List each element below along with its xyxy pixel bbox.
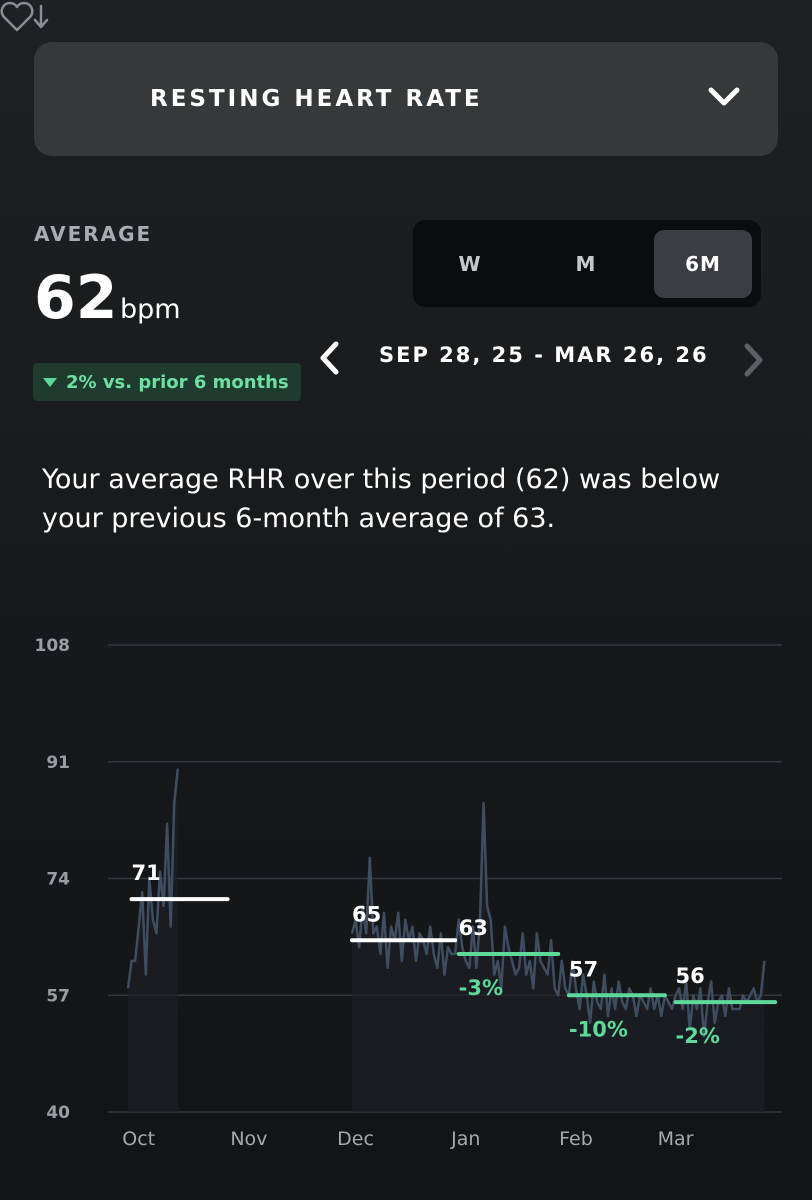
insight-text: Your average RHR over this period (62) w… — [42, 464, 721, 534]
change-badge: 2% vs. prior 6 months — [33, 363, 301, 401]
average-value: 62 — [34, 263, 118, 333]
average-label: AVERAGE — [34, 222, 153, 246]
chevron-left-icon[interactable] — [316, 340, 344, 376]
range-6month-button[interactable]: 6M — [654, 230, 752, 298]
monthly-average-label: 63 — [459, 916, 488, 940]
y-tick-label: 74 — [46, 870, 70, 890]
x-tick-label: Jan — [450, 1128, 480, 1150]
monthly-average-label: 56 — [676, 964, 705, 988]
x-tick-label: Mar — [658, 1128, 694, 1150]
x-tick-label: Nov — [230, 1128, 267, 1150]
change-text: 2% vs. prior 6 months — [66, 371, 289, 393]
x-tick-label: Dec — [337, 1128, 374, 1150]
date-range-label: SEP 28, 25 - MAR 26, 26 — [379, 343, 709, 367]
series-line — [126, 768, 180, 989]
y-tick-label: 57 — [46, 986, 70, 1006]
metric-title: RESTING HEART RATE — [150, 86, 483, 112]
series-area — [352, 803, 765, 1112]
range-month-button[interactable]: M — [575, 252, 597, 276]
range-toggle: W M 6M — [413, 220, 761, 307]
heart-down-icon — [0, 1, 49, 32]
average-unit: bpm — [120, 294, 181, 325]
metric-dropdown[interactable] — [34, 42, 778, 156]
monthly-average-label: 57 — [569, 957, 598, 981]
y-tick-label: 108 — [35, 636, 71, 656]
monthly-change-label: -3% — [459, 976, 503, 1000]
rhr-chart: 108 91 74 57 40 Oct Nov Dec Jan Feb Mar 71 65 63 -3% 57… — [35, 636, 782, 1150]
y-tick-label: 91 — [46, 753, 70, 773]
chevron-down-icon[interactable] — [706, 84, 742, 110]
down-triangle-icon — [43, 377, 57, 387]
series-area — [128, 768, 178, 1112]
chevron-right-icon[interactable] — [740, 342, 768, 378]
monthly-change-label: -2% — [676, 1024, 720, 1048]
x-tick-label: Feb — [559, 1128, 593, 1150]
x-tick-label: Oct — [122, 1128, 155, 1150]
monthly-average-label: 65 — [352, 902, 381, 926]
y-tick-label: 40 — [46, 1103, 70, 1123]
range-week-button[interactable]: W — [458, 252, 482, 276]
series-line — [350, 801, 766, 1038]
monthly-change-label: -10% — [569, 1017, 628, 1041]
monthly-average-label: 71 — [132, 861, 161, 885]
